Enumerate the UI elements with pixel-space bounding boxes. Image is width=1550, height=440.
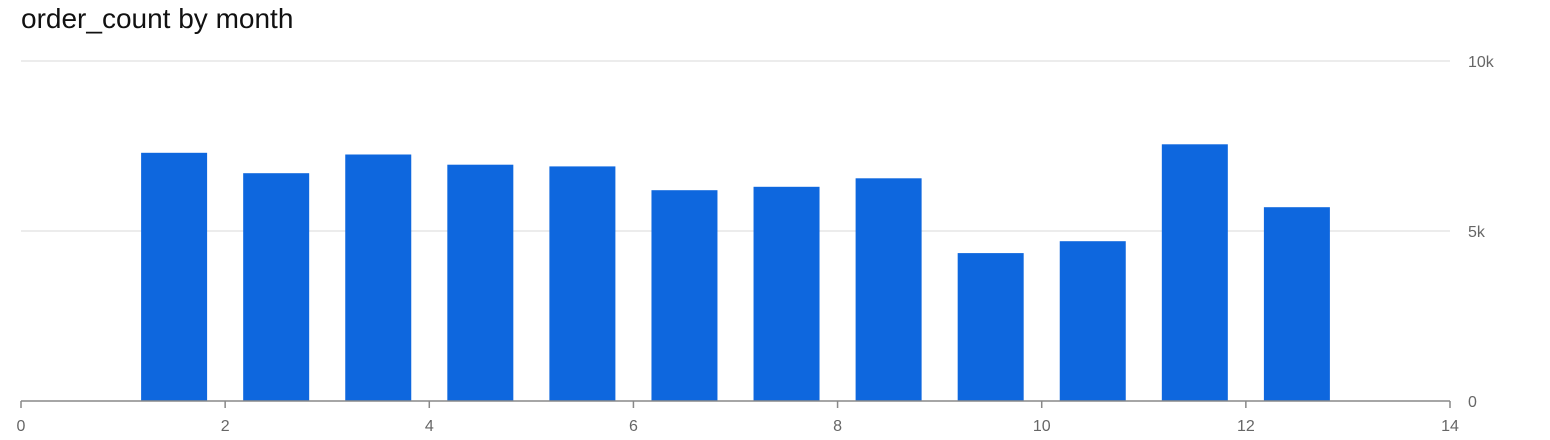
x-axis: 0 2 4 6 8 10 12 14 [17, 400, 1459, 435]
bar-1 [141, 152, 208, 401]
x-tick-label: 4 [425, 418, 434, 435]
bar-11 [1161, 144, 1228, 402]
y-tick-label: 0 [1468, 394, 1477, 411]
x-tick-label: 0 [17, 418, 26, 435]
x-tick-label: 2 [221, 418, 230, 435]
bar-4 [447, 164, 514, 401]
x-tick-label: 6 [629, 418, 638, 435]
x-tick-label: 10 [1033, 418, 1051, 435]
bar-2 [243, 173, 310, 401]
y-tick-label: 5k [1468, 224, 1486, 241]
bar-8 [855, 178, 922, 401]
chart-title: order_count by month [21, 3, 294, 34]
y-axis: 0 5k 10k [1468, 54, 1495, 411]
bar-6 [651, 190, 718, 401]
bar-5 [549, 166, 616, 401]
x-tick-label: 14 [1441, 418, 1459, 435]
bar-10 [1059, 241, 1126, 401]
x-tick-label: 12 [1237, 418, 1255, 435]
bar-12 [1263, 207, 1330, 401]
bar-9 [957, 253, 1024, 401]
x-tick-label: 8 [833, 418, 842, 435]
bar-7 [753, 186, 820, 401]
grid-lines [21, 60, 1450, 232]
bars [141, 144, 1330, 402]
bar-3 [345, 154, 412, 401]
y-tick-label: 10k [1468, 54, 1495, 71]
